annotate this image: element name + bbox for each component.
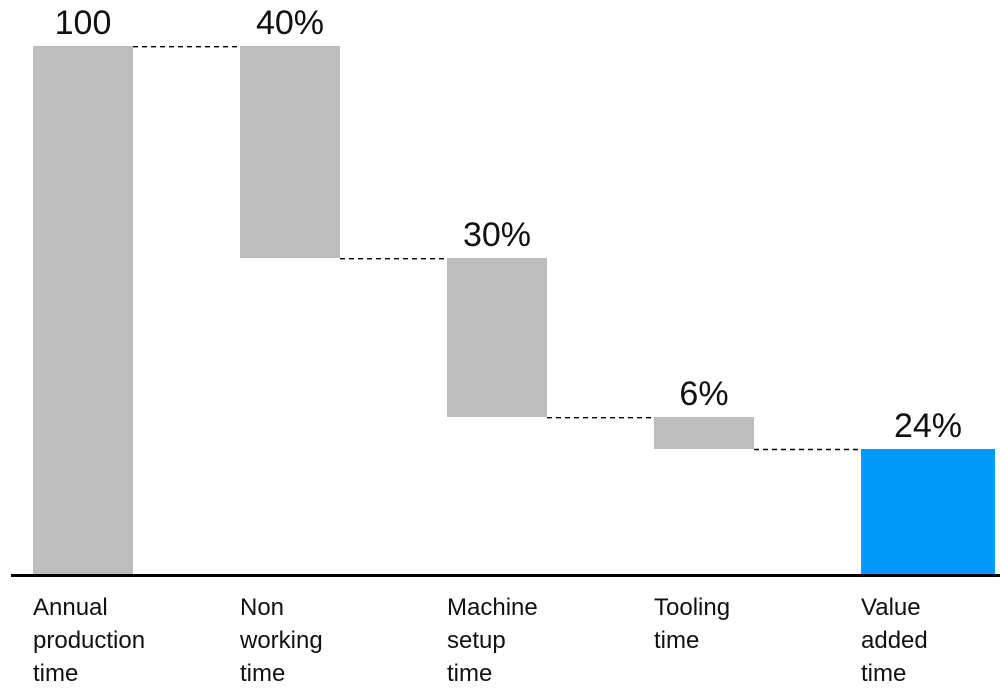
bar-non-working-time [240, 46, 340, 258]
value-label-machine-setup-time: 30% [462, 216, 532, 254]
bar-value-added-time [861, 448, 995, 576]
bar-machine-setup-time [447, 258, 547, 417]
bar-annual-production-time [33, 46, 133, 576]
value-label-non-working-time: 40% [255, 4, 325, 42]
x-axis-line [11, 574, 1000, 577]
category-label-machine-setup-time: Machine setup time [447, 594, 538, 687]
category-label-tooling-time: Tooling time [654, 594, 731, 654]
category-label-annual-production-time: Annual production time [33, 594, 146, 687]
category-label-value-added-time: Value added time [861, 594, 928, 687]
value-label-annual-production-time: 100 [54, 4, 112, 42]
category-label-non-working-time: Non working time [240, 594, 323, 687]
value-label-value-added-time: 24% [893, 406, 963, 445]
bar-tooling-time [654, 417, 754, 449]
value-label-tooling-time: 6% [679, 375, 729, 413]
